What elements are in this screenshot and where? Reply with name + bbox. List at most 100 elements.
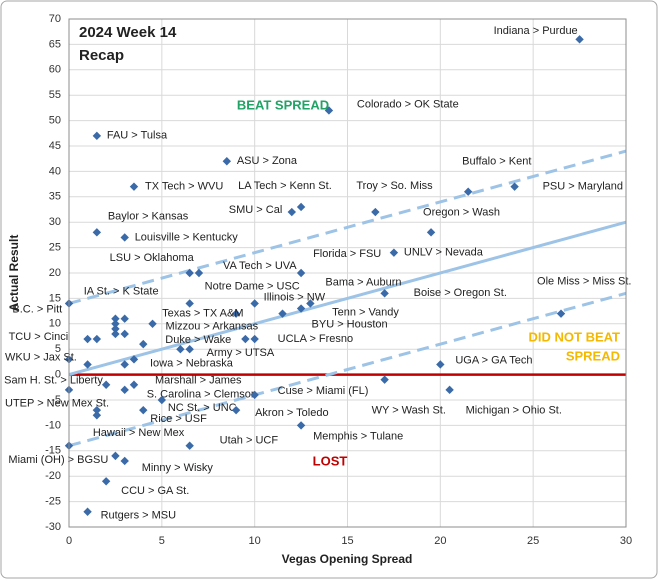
y-tick-label: 70: [49, 13, 61, 25]
point-label: Michigan > Ohio St.: [466, 405, 562, 417]
chart-title: Recap: [79, 47, 124, 64]
annotation: SPREAD: [566, 348, 620, 363]
y-tick-label: -20: [45, 470, 61, 482]
point: [111, 329, 120, 339]
point: [101, 477, 111, 486]
point-label: SMU > Cal: [229, 204, 282, 216]
point-label: UCLA > Fresno: [278, 333, 354, 345]
y-tick-label: 45: [49, 140, 61, 152]
point: [296, 421, 306, 430]
point: [231, 309, 241, 318]
point: [296, 304, 306, 313]
point: [83, 360, 92, 369]
point: [510, 182, 519, 191]
point: [296, 202, 306, 212]
point: [185, 299, 194, 308]
point-label: WKU > Jax St.: [5, 351, 77, 363]
point: [120, 360, 129, 369]
point-label: Bama > Auburn: [325, 276, 401, 288]
point-label: Louisville > Kentucky: [135, 231, 239, 243]
point-label: Army > UTSA: [207, 347, 275, 359]
point-label: LSU > Oklahoma: [110, 252, 195, 264]
y-tick-label: 50: [49, 115, 61, 127]
point: [380, 375, 389, 384]
point-label: Tenn > Vandy: [332, 306, 399, 318]
point-label: Akron > Toledo: [255, 407, 329, 419]
point-label: Oregon > Wash: [423, 206, 500, 218]
point-label: BYU > Houston: [312, 319, 388, 331]
point-label: Texas > TX A&M: [162, 308, 243, 320]
point: [92, 411, 102, 420]
point-label: Hawaii > New Mex: [93, 427, 185, 439]
point: [371, 207, 380, 217]
point: [120, 456, 129, 466]
point: [83, 334, 92, 344]
point-label: Notre Dame > USC: [205, 280, 300, 292]
point-label: Indiana > Purdue: [494, 25, 578, 37]
x-tick-label: 5: [159, 535, 165, 547]
y-tick-label: 5: [55, 343, 61, 355]
point-label: Rutgers > MSU: [101, 510, 177, 522]
point-label: Miami (OH) > BGSU: [8, 454, 108, 466]
point-label: Sam H. St. > Liberty: [4, 375, 103, 387]
point: [120, 233, 129, 242]
spread-line: [68, 220, 627, 377]
point-label: Minny > Wisky: [142, 462, 214, 474]
point: [83, 507, 92, 516]
point-label: Iowa > Nebraska: [150, 357, 234, 369]
point-label: B.C. > Pitt: [12, 304, 62, 316]
point-label: WY > Wash St.: [372, 405, 446, 417]
point: [111, 324, 120, 334]
point: [129, 380, 139, 389]
point: [324, 106, 334, 115]
annotation: BEAT SPREAD: [237, 97, 329, 112]
point: [556, 309, 566, 318]
point-label: TX Tech > WVU: [145, 181, 223, 193]
y-tick-label: 10: [49, 318, 61, 330]
point: [111, 451, 120, 461]
x-tick-label: 0: [66, 535, 72, 547]
y-tick-label: 0: [55, 369, 61, 381]
point: [139, 405, 148, 415]
point-label: ASU > Zona: [237, 155, 298, 167]
y-tick-label: -25: [45, 496, 61, 508]
point: [120, 314, 129, 323]
point-label: Marshall > James: [155, 375, 242, 387]
point-label: CCU > GA St.: [121, 485, 189, 497]
point-label: UTEP > New Mex St.: [5, 398, 109, 410]
y-tick-label: 35: [49, 191, 61, 203]
annotation: LOST: [313, 453, 348, 468]
y-tick-label: 30: [49, 216, 61, 228]
y-tick-label: -5: [51, 394, 61, 406]
point-label: Boise > Oregon St.: [414, 287, 507, 299]
point: [129, 355, 139, 364]
y-tick-label: -30: [45, 521, 61, 533]
y-tick-label: 25: [49, 242, 61, 254]
point: [111, 319, 120, 328]
point: [139, 339, 148, 349]
point: [278, 309, 287, 318]
point-label: Utah > UCF: [220, 435, 279, 447]
point-label: Buffalo > Kent: [462, 156, 531, 168]
y-tick-label: 65: [49, 38, 61, 50]
point: [287, 207, 296, 217]
y-tick-label: -10: [45, 419, 61, 431]
point: [92, 131, 102, 141]
x-tick-label: 30: [620, 535, 632, 547]
point: [222, 157, 232, 166]
point: [296, 268, 306, 278]
point-label: Troy > So. Miss: [356, 180, 433, 192]
point-label: IA St. > K State: [84, 286, 159, 298]
point: [185, 441, 194, 450]
point: [111, 314, 120, 323]
spread-line: [68, 149, 627, 305]
point: [148, 319, 157, 328]
point: [92, 334, 102, 344]
point: [575, 35, 584, 44]
plot-area: -30-25-20-15-10-505101520253035404550556…: [4, 13, 632, 547]
point: [129, 182, 139, 191]
point: [380, 289, 389, 298]
point: [241, 334, 250, 344]
point: [436, 360, 445, 369]
